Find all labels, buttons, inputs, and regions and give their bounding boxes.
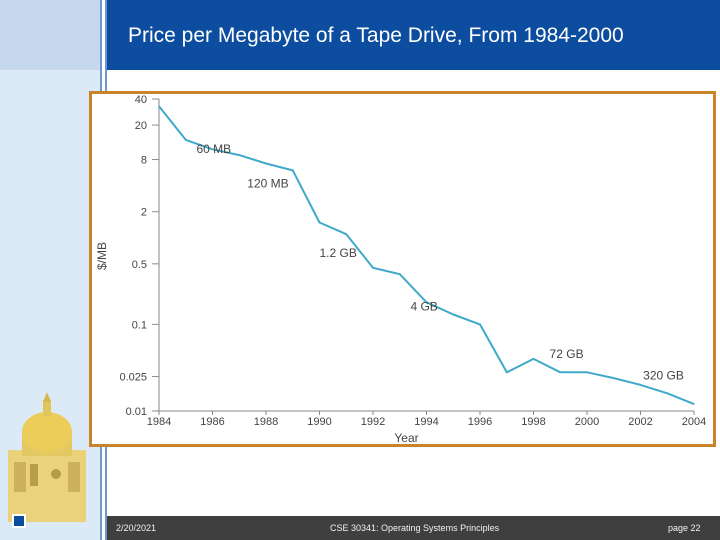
capacity-annotation: 4 GB bbox=[410, 299, 437, 313]
data-point bbox=[506, 371, 508, 373]
x-tick-label: 1994 bbox=[414, 416, 438, 428]
y-tick-label: 0.1 bbox=[132, 319, 147, 331]
data-point bbox=[345, 233, 347, 235]
data-point bbox=[265, 162, 267, 165]
data-point bbox=[452, 313, 454, 316]
y-tick-label: 20 bbox=[135, 120, 147, 132]
capacity-annotation: 72 GB bbox=[550, 347, 584, 361]
slide-title: Price per Megabyte of a Tape Drive, From… bbox=[128, 24, 624, 47]
data-point bbox=[372, 267, 374, 269]
data-point bbox=[479, 323, 481, 325]
data-point bbox=[292, 169, 294, 171]
y-axis-label: $/MB bbox=[95, 242, 109, 270]
data-point bbox=[693, 403, 695, 405]
y-tick-label: 0.01 bbox=[126, 406, 147, 418]
y-tick-label: 8 bbox=[141, 155, 147, 167]
footer-course: CSE 30341: Operating Systems Principles bbox=[330, 523, 500, 533]
x-tick-label: 2004 bbox=[682, 416, 706, 428]
data-point bbox=[238, 154, 240, 156]
capacity-annotation: 1.2 GB bbox=[320, 246, 357, 260]
capacity-annotation: 120 MB bbox=[247, 177, 288, 191]
data-point bbox=[666, 392, 668, 394]
x-tick-label: 2000 bbox=[575, 416, 599, 428]
data-point bbox=[185, 139, 187, 141]
data-point bbox=[425, 301, 428, 303]
y-tick-label: 0.025 bbox=[119, 372, 147, 384]
chart-frame bbox=[89, 91, 716, 447]
data-point bbox=[639, 384, 642, 386]
x-tick-label: 1990 bbox=[307, 416, 331, 428]
x-tick-label: 2002 bbox=[628, 416, 652, 428]
x-tick-label: 1984 bbox=[147, 416, 171, 428]
x-tick-label: 1992 bbox=[361, 416, 385, 428]
footer-page-number: page 22 bbox=[668, 523, 701, 533]
data-point bbox=[399, 273, 401, 275]
x-tick-label: 1998 bbox=[521, 416, 545, 428]
decor-small-square bbox=[12, 514, 26, 528]
footer-bar bbox=[107, 516, 720, 540]
capacity-annotation: 60 MB bbox=[196, 142, 231, 156]
title-bar bbox=[107, 0, 720, 70]
x-tick-label: 1996 bbox=[468, 416, 492, 428]
data-point bbox=[158, 105, 160, 107]
data-point bbox=[211, 148, 214, 150]
x-tick-label: 1986 bbox=[200, 416, 224, 428]
data-point bbox=[586, 371, 588, 373]
left-decor-square bbox=[0, 0, 100, 70]
x-tick-label: 1988 bbox=[254, 416, 278, 428]
data-point bbox=[532, 358, 535, 360]
capacity-annotation: 320 GB bbox=[643, 369, 684, 383]
data-point bbox=[559, 371, 561, 373]
dome-logo-icon bbox=[8, 392, 86, 522]
y-tick-label: 2 bbox=[141, 207, 147, 219]
footer-date: 2/20/2021 bbox=[116, 523, 157, 533]
x-axis-label: Year bbox=[394, 431, 418, 445]
data-point bbox=[318, 221, 321, 224]
y-tick-label: 40 bbox=[135, 94, 147, 106]
y-tick-label: 0.5 bbox=[132, 259, 147, 271]
data-point bbox=[613, 377, 615, 379]
series-line bbox=[158, 105, 695, 406]
